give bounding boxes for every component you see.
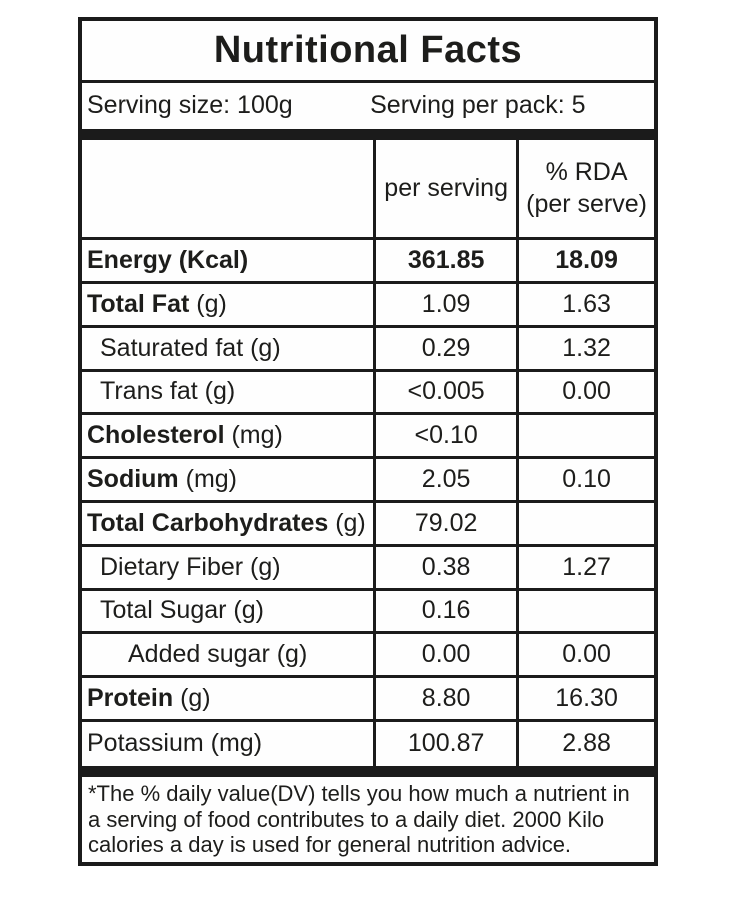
column-header-row: per serving % RDA (per serve) <box>82 139 654 241</box>
nutrient-row-trans-fat: Trans fat (g) <0.005 0.00 <box>82 371 654 416</box>
serving-size-text: Serving size: 100g <box>87 91 293 120</box>
rda-value: 0.00 <box>516 634 654 676</box>
nutrient-row-added-sugar: Added sugar (g) 0.00 0.00 <box>82 634 654 679</box>
nutrient-row-total-fat: Total Fat (g) 1.09 1.63 <box>82 283 654 328</box>
page-title: Nutritional Facts <box>82 21 654 83</box>
per-serving-value: 361.85 <box>373 240 516 281</box>
per-serving-value: 8.80 <box>373 678 516 719</box>
nutrient-row-potassium: Potassium (mg) 100.87 2.88 <box>82 722 654 766</box>
nutrient-label: Total Sugar (g) <box>100 596 264 625</box>
nutrient-label: Sodium (mg) <box>87 465 237 494</box>
per-serving-value: 0.16 <box>373 590 516 632</box>
column-header-nutrient <box>82 140 373 238</box>
rda-value: 0.10 <box>516 459 654 500</box>
rda-value <box>516 502 654 544</box>
nutrient-row-cholesterol: Cholesterol (mg) <0.10 <box>82 415 654 460</box>
nutrient-row-sodium: Sodium (mg) 2.05 0.10 <box>82 459 654 503</box>
nutrient-label: Trans fat (g) <box>100 377 236 406</box>
nutrient-label: Potassium (mg) <box>87 729 263 758</box>
nutrient-row-energy: Energy (Kcal) 361.85 18.09 <box>82 240 654 284</box>
separator-bar-top <box>82 128 654 140</box>
rda-value: 18.09 <box>516 240 654 281</box>
nutrient-label: Protein (g) <box>87 684 211 713</box>
nutrient-row-protein: Protein (g) 8.80 16.30 <box>82 678 654 722</box>
serving-info-row: Serving size: 100g Serving per pack: 5 <box>82 83 654 129</box>
rda-value: 1.63 <box>516 283 654 325</box>
rda-value: 0.00 <box>516 371 654 413</box>
per-serving-value: 1.09 <box>373 283 516 325</box>
separator-bar-bottom <box>82 765 654 777</box>
rda-value <box>516 415 654 457</box>
per-serving-value: 0.29 <box>373 327 516 369</box>
nutrient-row-total-sugar: Total Sugar (g) 0.16 <box>82 590 654 635</box>
per-serving-value: 79.02 <box>373 502 516 544</box>
nutrient-label: Saturated fat (g) <box>100 333 281 362</box>
nutrient-label: Energy (Kcal) <box>87 245 249 274</box>
nutrient-label: Total Carbohydrates (g) <box>87 508 366 537</box>
nutrient-row-total-carbohydrates: Total Carbohydrates (g) 79.02 <box>82 502 654 547</box>
per-serving-value: <0.10 <box>373 415 516 457</box>
column-header-rda-line1: % RDA <box>545 157 628 186</box>
daily-value-footnote: *The % daily value(DV) tells you how muc… <box>88 780 630 858</box>
rda-value: 1.32 <box>516 327 654 369</box>
rda-value: 16.30 <box>516 678 654 719</box>
per-serving-value: <0.005 <box>373 371 516 413</box>
rda-value <box>516 590 654 632</box>
column-header-rda: % RDA (per serve) <box>516 139 654 238</box>
nutrient-label: Dietary Fiber (g) <box>100 552 281 581</box>
nutrient-row-saturated-fat: Saturated fat (g) 0.29 1.32 <box>82 327 654 372</box>
nutrition-facts-table: Nutritional Facts Serving size: 100g Ser… <box>78 17 658 866</box>
per-serving-value: 0.38 <box>373 546 516 588</box>
rda-value: 2.88 <box>516 722 654 766</box>
per-serving-value: 100.87 <box>373 722 516 766</box>
nutrient-label: Added sugar (g) <box>128 640 308 669</box>
serving-per-pack-text: Serving per pack: 5 <box>370 91 586 120</box>
column-header-per-serving: per serving <box>373 139 516 238</box>
rda-value: 1.27 <box>516 546 654 588</box>
nutrient-label: Cholesterol (mg) <box>87 421 283 450</box>
per-serving-value: 0.00 <box>373 634 516 676</box>
per-serving-value: 2.05 <box>373 459 516 500</box>
nutrient-label: Total Fat (g) <box>87 289 227 318</box>
column-header-rda-line2: (per serve) <box>526 190 647 219</box>
nutrient-row-dietary-fiber: Dietary Fiber (g) 0.38 1.27 <box>82 546 654 591</box>
